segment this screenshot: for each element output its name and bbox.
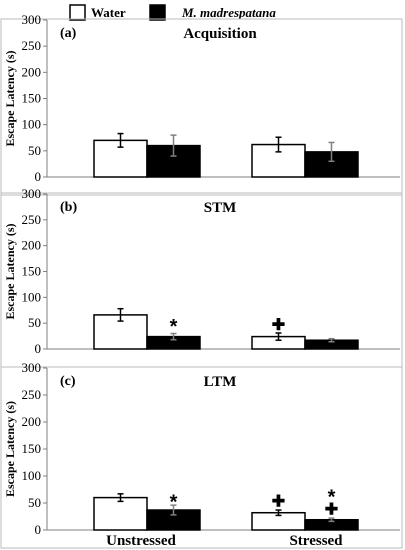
y-tick-label: 300	[22, 186, 42, 201]
legend: Water M. madrespatana	[69, 4, 276, 21]
y-tick-label: 0	[35, 169, 42, 184]
y-tick-label: 100	[22, 117, 42, 132]
significance-asterisk: *	[170, 316, 178, 338]
significance-cross: ✚	[272, 317, 285, 334]
bar-water-unstressed	[93, 496, 148, 531]
panel-title: Acquisition	[183, 26, 257, 42]
significance-cross: ✚	[325, 501, 338, 518]
y-tick-label: 250	[22, 387, 42, 402]
y-tick-label: 300	[22, 12, 42, 27]
panel-1: 0 50 100 150 200 250 300 Escape Latency (s) (a) A…	[0, 12, 403, 196]
legend-label-water: Water	[91, 5, 126, 20]
y-tick-label: 50	[28, 315, 41, 330]
y-tick-label: 50	[28, 495, 41, 510]
y-tick-label: 100	[22, 289, 42, 304]
panel-2: 0 50 100 150 200 250 300 Escape Latency (s) (b) S…	[0, 186, 403, 368]
panel-label: (c)	[60, 374, 76, 389]
panel-title: STM	[204, 200, 237, 216]
y-tick-label: 200	[22, 64, 42, 79]
y-tick-label: 150	[22, 264, 42, 279]
y-tick-label: 250	[22, 212, 42, 227]
significance-asterisk: *	[170, 492, 178, 514]
panel-label: (b)	[60, 200, 77, 215]
y-tick-label: 200	[22, 414, 42, 429]
y-tick-label: 50	[28, 143, 41, 158]
y-tick-label: 250	[22, 38, 42, 53]
panel-frame	[0, 366, 403, 549]
category-label-unstressed: Unstressed	[106, 533, 176, 549]
y-tick-label: 200	[22, 238, 42, 253]
y-tick-label: 300	[22, 360, 42, 375]
y-axis-label: Escape Latency (s)	[3, 224, 17, 320]
significance-cross: ✚	[272, 493, 285, 510]
panel-label: (a)	[60, 26, 77, 41]
panel-frame	[0, 18, 403, 196]
y-axis-label: Escape Latency (s)	[3, 51, 17, 147]
category-label-stressed: Stressed	[289, 533, 343, 549]
y-axis-label: Escape Latency (s)	[3, 401, 17, 497]
legend-swatch-water	[69, 4, 86, 21]
significance-asterisk: *	[328, 486, 336, 508]
y-tick-label: 100	[22, 468, 42, 483]
y-tick-label: 150	[22, 91, 42, 106]
y-tick-label: 0	[35, 522, 42, 537]
panel-3: 0 50 100 150 200 250 300 Escape Latency (s) (c) L…	[0, 360, 403, 549]
y-tick-label: 0	[35, 341, 42, 356]
y-tick-label: 150	[22, 441, 42, 456]
panel-title: LTM	[204, 374, 237, 390]
legend-label-treatment: M. madrespatana	[181, 5, 276, 20]
legend-swatch-treatment	[149, 4, 166, 21]
